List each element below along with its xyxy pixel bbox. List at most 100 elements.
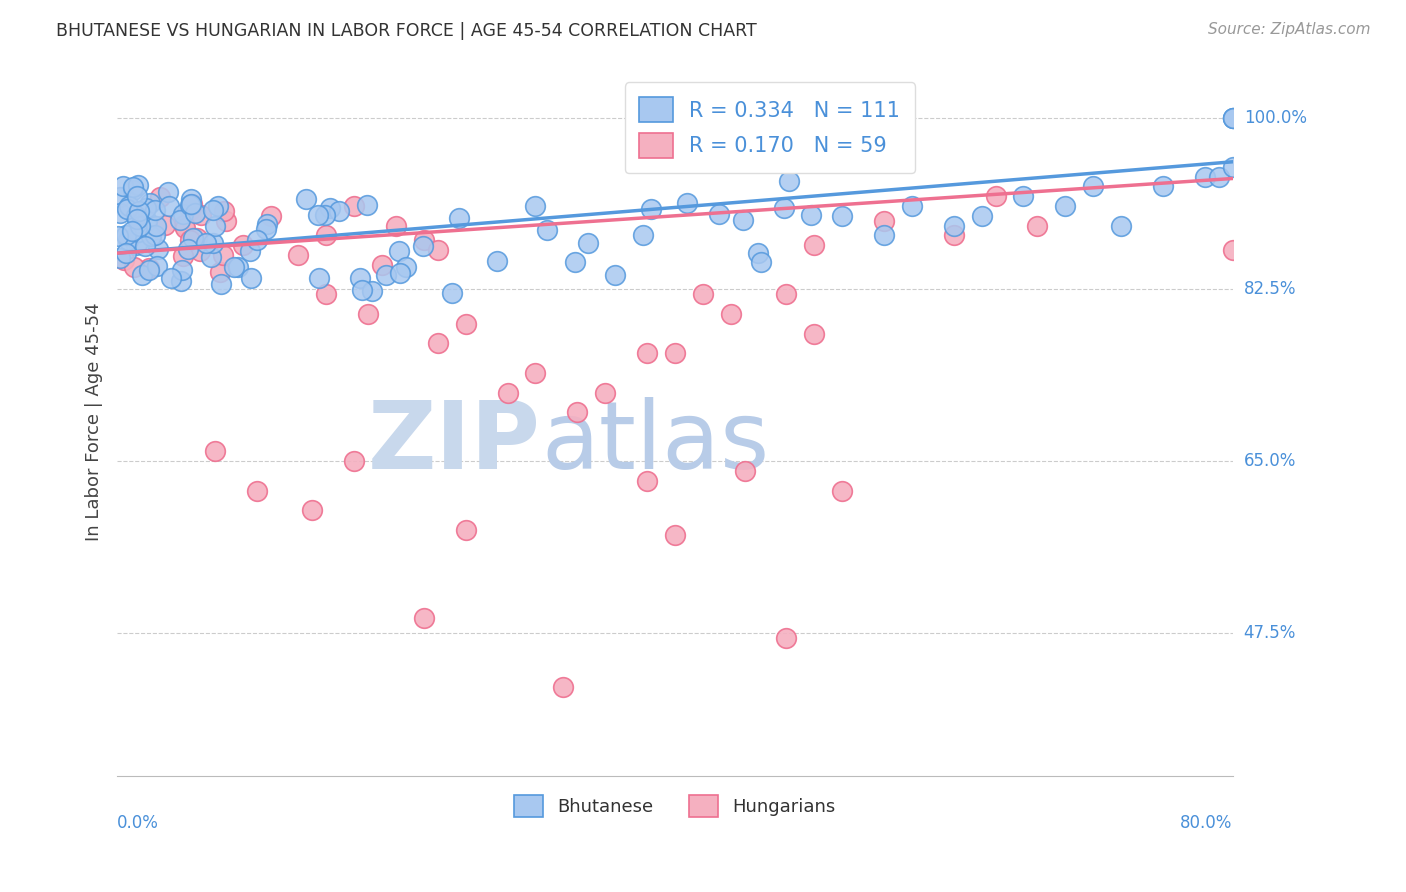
Point <box>486 253 509 268</box>
Point <box>128 204 150 219</box>
Point <box>605 268 627 283</box>
Point <box>942 219 965 233</box>
Point <box>315 287 337 301</box>
Point <box>128 226 150 240</box>
Point <box>200 251 222 265</box>
Point <box>134 239 156 253</box>
Point <box>395 260 418 274</box>
Point <box>173 218 195 232</box>
Point <box>135 201 157 215</box>
Point <box>553 680 575 694</box>
Point <box>157 186 180 200</box>
Point <box>143 228 166 243</box>
Point <box>202 235 225 250</box>
Point <box>107 229 129 244</box>
Point <box>441 285 464 300</box>
Point <box>181 231 204 245</box>
Point <box>636 346 658 360</box>
Point <box>356 198 378 212</box>
Text: 0.0%: 0.0% <box>117 814 159 832</box>
Point <box>125 212 148 227</box>
Text: 82.5%: 82.5% <box>1244 280 1296 299</box>
Point <box>138 262 160 277</box>
Point <box>159 270 181 285</box>
Point <box>357 307 380 321</box>
Point <box>122 260 145 274</box>
Point <box>523 199 546 213</box>
Point <box>169 274 191 288</box>
Point <box>636 474 658 488</box>
Point <box>1194 169 1216 184</box>
Point <box>349 271 371 285</box>
Point <box>172 249 194 263</box>
Point <box>361 284 384 298</box>
Point <box>778 174 800 188</box>
Point <box>314 208 336 222</box>
Point <box>112 252 135 267</box>
Point <box>749 255 772 269</box>
Point <box>110 189 132 203</box>
Point <box>127 178 149 192</box>
Point <box>536 223 558 237</box>
Point <box>121 179 143 194</box>
Point <box>775 287 797 301</box>
Point <box>426 336 449 351</box>
Point <box>215 214 238 228</box>
Point <box>664 528 686 542</box>
Point <box>1208 169 1230 184</box>
Point <box>254 222 277 236</box>
Point <box>733 212 755 227</box>
Text: 47.5%: 47.5% <box>1244 624 1296 642</box>
Point <box>111 178 134 193</box>
Point <box>676 196 699 211</box>
Point <box>1222 243 1244 257</box>
Point <box>114 245 136 260</box>
Point <box>125 209 148 223</box>
Point <box>301 503 323 517</box>
Point <box>385 219 408 233</box>
Point <box>146 242 169 256</box>
Point <box>772 201 794 215</box>
Point <box>122 183 145 197</box>
Point <box>204 219 226 233</box>
Point <box>567 405 589 419</box>
Point <box>389 266 412 280</box>
Point <box>209 264 232 278</box>
Point <box>226 260 249 275</box>
Point <box>1222 160 1244 174</box>
Point <box>131 268 153 282</box>
Point <box>803 326 825 341</box>
Point <box>127 225 149 239</box>
Point <box>295 192 318 206</box>
Point <box>707 206 730 220</box>
Point <box>108 251 131 265</box>
Point <box>970 209 993 223</box>
Point <box>1054 199 1077 213</box>
Point <box>800 208 823 222</box>
Point <box>212 203 235 218</box>
Point <box>246 233 269 247</box>
Point <box>118 198 141 212</box>
Text: BHUTANESE VS HUNGARIAN IN LABOR FORCE | AGE 45-54 CORRELATION CHART: BHUTANESE VS HUNGARIAN IN LABOR FORCE | … <box>56 22 756 40</box>
Point <box>308 270 330 285</box>
Point <box>412 233 434 247</box>
Point <box>873 228 896 243</box>
Point <box>734 464 756 478</box>
Point <box>146 259 169 273</box>
Point <box>180 192 202 206</box>
Point <box>139 196 162 211</box>
Point <box>426 243 449 257</box>
Point <box>129 219 152 233</box>
Point <box>1222 111 1244 125</box>
Point <box>186 231 208 245</box>
Point <box>124 238 146 252</box>
Point <box>412 611 434 625</box>
Point <box>1222 111 1244 125</box>
Point <box>139 229 162 244</box>
Point <box>901 199 924 213</box>
Point <box>204 444 226 458</box>
Point <box>188 244 211 258</box>
Point <box>108 206 131 220</box>
Point <box>803 238 825 252</box>
Point <box>157 199 180 213</box>
